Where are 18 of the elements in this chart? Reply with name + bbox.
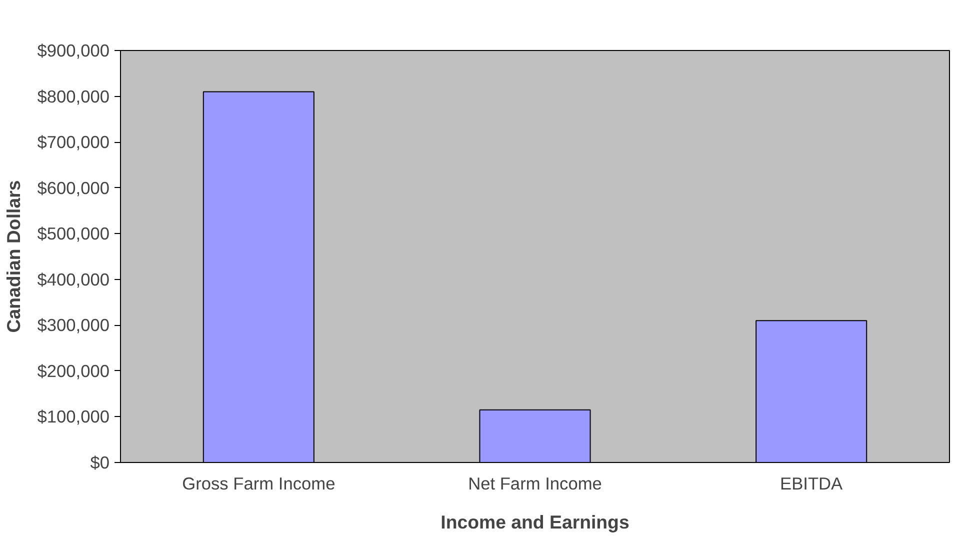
y-tick-label: $0 [90, 452, 110, 472]
x-axis-title: Income and Earnings [440, 512, 630, 532]
bar [756, 320, 868, 462]
y-tick-label: $100,000 [37, 406, 110, 427]
x-tick-label: Gross Farm Income [182, 474, 336, 494]
x-tick-label: EBITDA [780, 474, 844, 494]
y-tick-label: $400,000 [37, 269, 110, 290]
y-tick-label: $700,000 [37, 132, 110, 152]
bar [479, 409, 591, 462]
y-tick-label: $800,000 [37, 86, 110, 106]
y-tick-label: $300,000 [37, 315, 110, 336]
y-tick-label: $500,000 [37, 224, 110, 244]
y-tick-label: $600,000 [37, 178, 110, 198]
y-axis-title: Canadian Dollars [3, 180, 24, 333]
y-tick-label: $200,000 [37, 360, 110, 381]
bar [202, 91, 314, 462]
y-tick-label: $900,000 [37, 40, 110, 60]
x-tick-label: Net Farm Income [468, 474, 602, 494]
